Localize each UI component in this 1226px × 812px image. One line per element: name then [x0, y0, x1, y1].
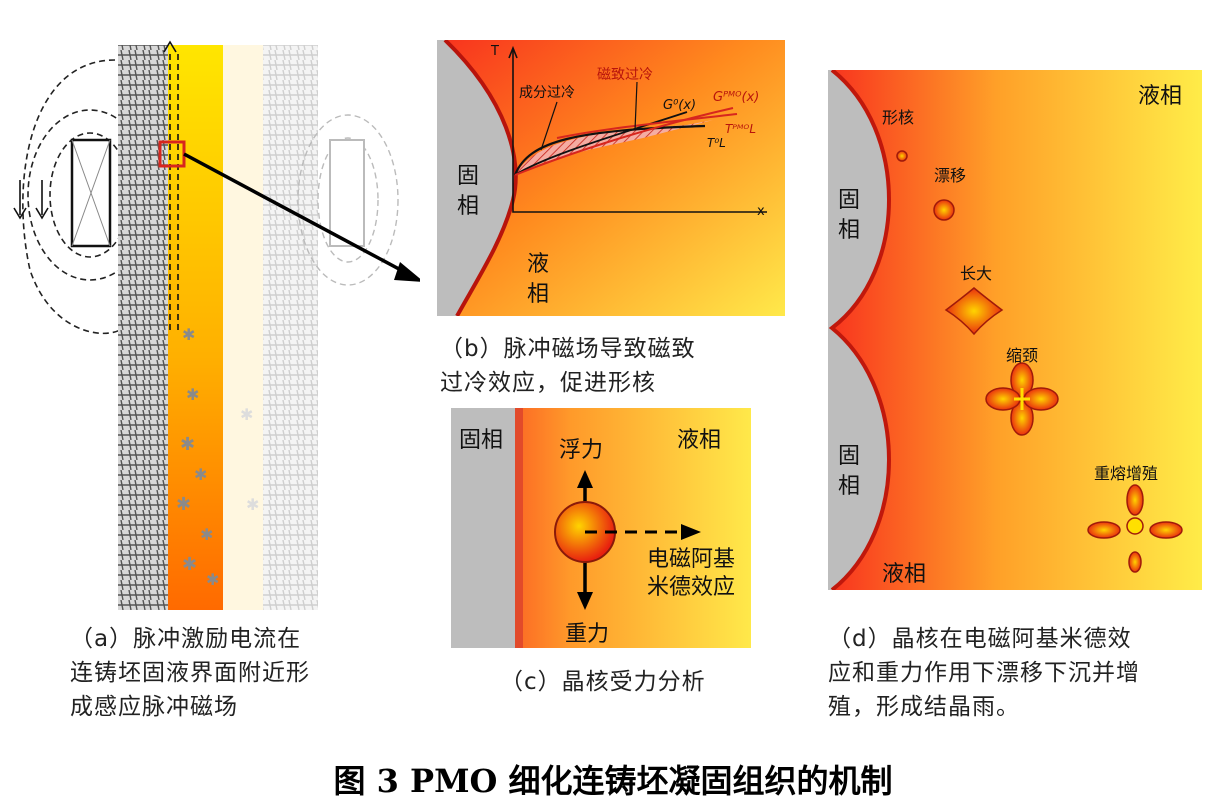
- caption-line: 殖，形成结晶雨。: [828, 694, 1020, 720]
- curve-g0: [514, 111, 688, 176]
- liquid-top-label: 液相: [1138, 84, 1183, 109]
- panel-c: 固相 液相 浮力 重力 电磁阿基 米德效应: [451, 408, 751, 648]
- caption-line: （a）脉冲激励电流在: [70, 626, 302, 652]
- caption-line: 成感应脉冲磁场: [70, 694, 238, 720]
- faded-strand: [263, 45, 318, 610]
- figure-title: 图 3 PMO 细化连铸坯凝固组织的机制: [333, 762, 893, 800]
- panel-d-caption: （d）晶核在电磁阿基米德效 应和重力作用下漂移下沉并增 殖，形成结晶雨。: [828, 622, 1218, 724]
- curve-tl0: [513, 124, 706, 176]
- panel-b: T x 成分过冷 磁致过冷 G⁰(x) Gᴾᴹᴼ(x) TᴾᴹᴼL T⁰L 固 …: [437, 40, 785, 316]
- solid-region: [451, 408, 517, 648]
- label-mag-undercooling: 磁致过冷: [597, 67, 653, 83]
- svg-text:✱: ✱: [240, 405, 253, 424]
- stage-necking: 缩颈: [1006, 346, 1039, 365]
- svg-text:✱: ✱: [182, 554, 197, 575]
- panel-a: ✱ ✱ ✱ ✱ ✱ ✱ ✱ ✱ ✱ ✱: [0, 40, 420, 610]
- panel-b-caption: （b）脉冲磁场导致磁致 过冷效应，促进形核: [440, 332, 800, 400]
- svg-text:✱: ✱: [246, 495, 259, 514]
- panel-a-caption: （a）脉冲激励电流在 连铸坯固液界面附近形 成感应脉冲磁场: [70, 622, 410, 724]
- crystals: ✱ ✱ ✱ ✱ ✱ ✱ ✱ ✱ ✱ ✱: [176, 325, 259, 589]
- label-g0: G⁰(x): [663, 98, 697, 113]
- caption-line: 连铸坯固液界面附近形: [70, 660, 310, 686]
- curve-tlpmo: [556, 113, 738, 139]
- axis-x-label: x: [757, 204, 765, 219]
- stage-multiplication: 重熔增殖: [1094, 464, 1159, 483]
- solid-label: 固 相: [457, 164, 480, 219]
- label-tlpmo: TᴾᴹᴼL: [725, 122, 757, 136]
- liquid-label: 液相: [677, 428, 722, 453]
- label-comp-undercooling: 成分过冷: [519, 85, 575, 101]
- solid-top-label: 固 相: [838, 188, 861, 243]
- liquid-bottom-label: 液相: [882, 562, 927, 587]
- caption-line: 应和重力作用下漂移下沉并增: [828, 660, 1140, 686]
- solid-bottom-label: 固 相: [838, 444, 861, 499]
- em-force-line: 电磁阿基: [647, 547, 736, 572]
- panel-c-illustration: [451, 408, 751, 648]
- stage-nucleation: 形核: [882, 108, 915, 127]
- stage-drift: 漂移: [934, 166, 967, 185]
- axis-y-label: T: [491, 44, 499, 59]
- solid-label: 固相: [459, 428, 504, 453]
- svg-text:✱: ✱: [186, 385, 199, 404]
- panel-c-caption: （c）晶核受力分析: [500, 669, 706, 695]
- gravity-label: 重力: [565, 622, 610, 647]
- svg-text:✱: ✱: [206, 570, 219, 589]
- svg-text:✱: ✱: [180, 434, 195, 455]
- solid-region: [828, 70, 889, 590]
- dendrite-zone: [118, 45, 168, 610]
- em-force-label: 电磁阿基 米德效应: [647, 546, 735, 602]
- panel-d-illustration: [828, 70, 1202, 590]
- caption-line: （d）晶核在电磁阿基米德效: [828, 626, 1132, 652]
- panel-b-illustration: [437, 40, 785, 316]
- caption-line: 过冷效应，促进形核: [440, 370, 656, 396]
- svg-text:✱: ✱: [176, 494, 191, 515]
- stage-growth: 长大: [960, 264, 993, 283]
- svg-text:✱: ✱: [182, 325, 195, 344]
- label-tl0: T⁰L: [707, 136, 726, 150]
- svg-text:✱: ✱: [194, 465, 207, 484]
- label-gpmo: Gᴾᴹᴼ(x): [713, 90, 760, 105]
- buoyancy-label: 浮力: [559, 438, 604, 463]
- mushy-zone: [168, 45, 223, 610]
- liquid-label: 液 相: [527, 252, 550, 307]
- em-force-line: 米德效应: [647, 575, 736, 600]
- panel-d: 液相 固 相 固 相 液相 形核 漂移 长大 缩颈 重熔增殖: [828, 70, 1202, 590]
- svg-text:✱: ✱: [200, 525, 213, 544]
- curve-gpmo: [514, 107, 734, 176]
- coil-left: [70, 138, 112, 248]
- caption-line: （b）脉冲磁场导致磁致: [440, 336, 696, 362]
- panel-a-illustration: ✱ ✱ ✱ ✱ ✱ ✱ ✱ ✱ ✱ ✱: [13, 40, 420, 610]
